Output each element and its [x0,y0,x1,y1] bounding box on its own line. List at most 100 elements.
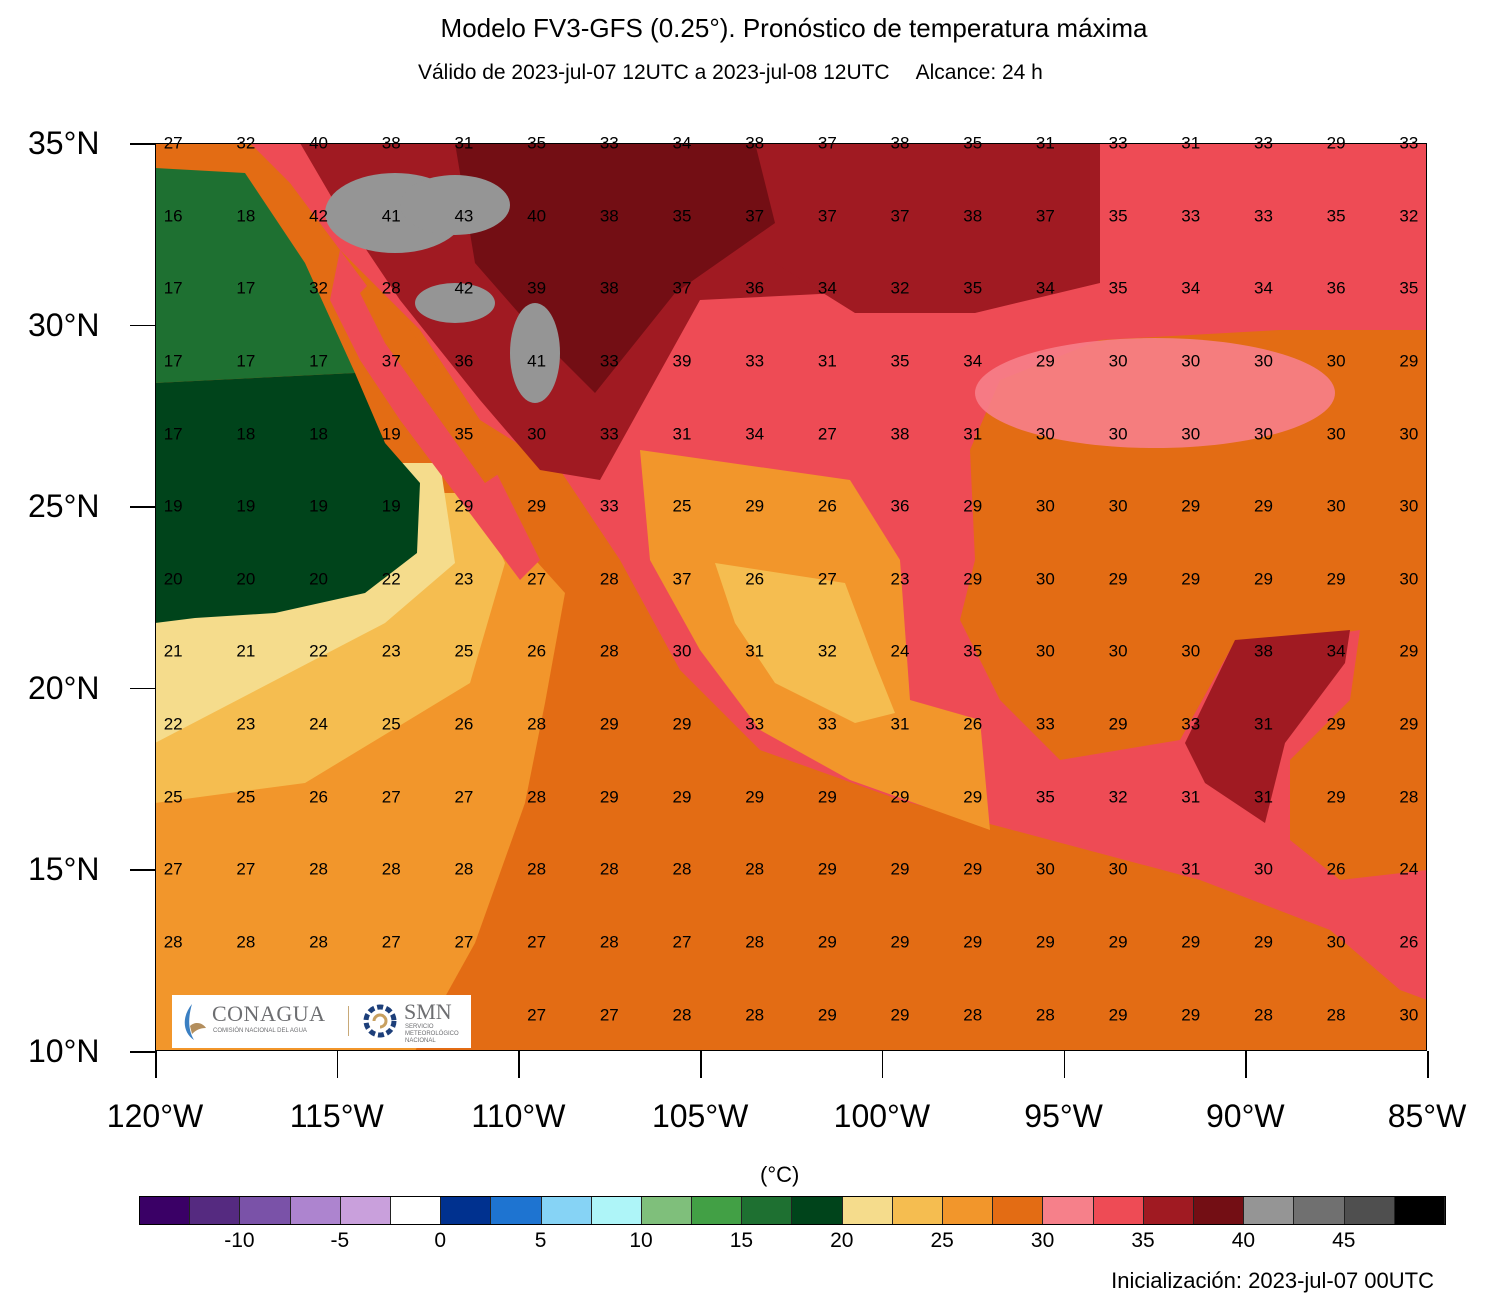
grid-value: 20 [163,569,183,589]
grid-value: 33 [599,351,619,371]
grid-value: 26 [309,787,328,807]
grid-value: 28 [599,641,619,661]
conagua-name: CONAGUA [212,1001,326,1026]
colorbar-box [1294,1197,1345,1224]
grid-value: 29 [817,932,837,952]
grid-value: 32 [236,133,256,153]
grid-value: 27 [527,1005,547,1025]
grid-value: 38 [599,206,619,226]
grid-value: 32 [1108,787,1128,807]
grid-value: 28 [527,859,547,879]
grid-value: 30 [1108,351,1128,371]
grid-value: 32 [309,278,328,298]
colorbar-label: 40 [1231,1229,1256,1252]
conagua-smn-logo: CONAGUA COMISIÓN NACIONAL DEL AGUA SMN S… [172,995,471,1048]
grid-value: 29 [745,496,765,516]
grid-value: 34 [745,424,765,444]
colorbar-label: 10 [629,1229,653,1252]
longitude-label: 105°W [651,1098,749,1134]
grid-value: 30 [1253,859,1273,879]
colorbar-box [1344,1197,1395,1224]
grid-value: 29 [1326,787,1346,807]
smn-name: SMN [404,999,452,1024]
grid-value: 19 [381,424,401,444]
grid-value: 27 [599,1005,619,1025]
grid-value: 29 [1399,714,1419,734]
grid-value: 27 [163,133,183,153]
grid-value: 34 [1253,278,1273,298]
grid-value: 38 [890,424,910,444]
gray-area-chihuahua [510,303,560,403]
longitude-tick [1063,1051,1066,1078]
grid-value: 31 [1035,133,1055,153]
grid-value: 31 [745,641,765,661]
grid-value: 35 [527,133,547,153]
grid-value: 17 [309,351,328,371]
grid-value: 36 [1326,278,1346,298]
grid-value: 37 [1035,206,1055,226]
longitude-tick [518,1051,520,1078]
grid-value: 25 [381,714,401,734]
grid-value: 34 [817,278,837,298]
gray-area-south [415,283,495,323]
grid-value: 34 [963,351,983,371]
grid-value: 30 [1326,351,1346,371]
longitude-tick [155,1051,157,1078]
grid-value: 27 [817,424,837,444]
grid-value: 28 [163,932,183,952]
conagua-emblem-icon [184,1004,206,1040]
colorbar [139,1196,1446,1225]
grid-value: 28 [309,859,328,879]
colorbar-box [591,1197,642,1224]
grid-value: 37 [817,206,837,226]
grid-value: 35 [1108,206,1128,226]
grid-value: 29 [963,496,983,516]
grid-value: 28 [236,932,256,952]
grid-value: 33 [1108,133,1128,153]
latitude-label: 20°N [28,669,100,706]
grid-value: 33 [1399,133,1419,153]
grid-value: 26 [1399,932,1419,952]
grid-value: 19 [309,496,328,516]
colorbar-box [641,1197,693,1224]
grid-value: 35 [963,133,983,153]
grid-value: 30 [1181,351,1201,371]
grid-value: 38 [745,133,765,153]
longitude-label: 100°W [833,1098,931,1134]
grid-value: 30 [1399,569,1419,589]
smn-emblem-icon [363,1004,397,1038]
latitude-tick [130,143,155,145]
grid-value: 31 [1181,133,1201,153]
grid-value: 28 [1253,1005,1273,1025]
grid-value: 37 [890,206,910,226]
grid-value: 28 [745,932,765,952]
latitude-label: 15°N [28,851,100,888]
grid-value: 30 [1035,641,1055,661]
grid-value: 29 [672,787,692,807]
grid-value: 33 [745,714,765,734]
grid-value: 24 [890,641,910,661]
colorbar-box [1394,1197,1445,1224]
colorbar-box [441,1197,492,1224]
grid-value: 34 [672,133,692,153]
grid-value: 36 [454,351,474,371]
grid-value: 30 [1108,424,1128,444]
grid-value: 28 [745,859,765,879]
grid-value: 27 [381,787,401,807]
grid-value: 26 [527,641,547,661]
grid-value: 29 [1253,496,1273,516]
grid-value: 40 [309,133,328,153]
gulf-pink-area [975,338,1335,448]
grid-value: 30 [1253,424,1273,444]
grid-value: 29 [1035,932,1055,952]
grid-value: 24 [1399,859,1419,879]
grid-value: 21 [163,641,183,661]
logo-divider [348,1006,349,1036]
colorbar-box [993,1197,1044,1224]
grid-value: 27 [672,932,692,952]
valid-period: Válido de 2023-jul-07 12UTC a 2023-jul-0… [418,61,890,84]
grid-value: 29 [890,859,910,879]
colorbar-box [1093,1197,1144,1224]
grid-value: 27 [454,787,474,807]
grid-value: 31 [963,424,983,444]
